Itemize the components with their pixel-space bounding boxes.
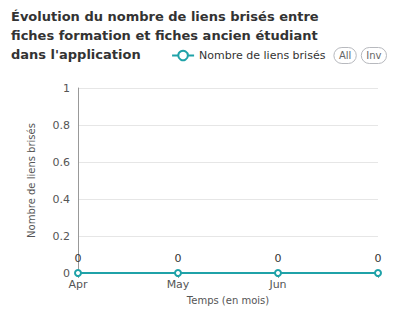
- svg-text:0: 0: [63, 266, 70, 280]
- svg-text:Jun: Jun: [268, 278, 286, 291]
- svg-text:0: 0: [275, 252, 282, 265]
- svg-text:0: 0: [375, 252, 382, 265]
- svg-text:All: All: [339, 50, 351, 61]
- svg-text:0.4: 0.4: [53, 193, 71, 206]
- svg-text:Apr: Apr: [68, 278, 88, 291]
- svg-text:Nombre de liens brisés: Nombre de liens brisés: [199, 49, 326, 62]
- svg-text:Nombre de liens brisés: Nombre de liens brisés: [26, 123, 37, 238]
- svg-text:fiches formation et fiches anc: fiches formation et fiches ancien étudia…: [11, 28, 322, 43]
- svg-text:Temps (en mois): Temps (en mois): [186, 295, 269, 306]
- svg-text:1: 1: [63, 82, 70, 95]
- svg-text:0: 0: [75, 252, 82, 265]
- svg-text:0.2: 0.2: [53, 230, 71, 243]
- svg-text:dans l'application: dans l'application: [11, 47, 141, 62]
- svg-text:Inv: Inv: [366, 50, 381, 61]
- svg-text:Évolution du nombre de liens b: Évolution du nombre de liens brisés entr…: [11, 9, 323, 24]
- svg-text:May: May: [167, 278, 190, 291]
- svg-text:0.8: 0.8: [53, 119, 71, 132]
- svg-text:0.6: 0.6: [53, 156, 71, 169]
- svg-text:0: 0: [175, 252, 182, 265]
